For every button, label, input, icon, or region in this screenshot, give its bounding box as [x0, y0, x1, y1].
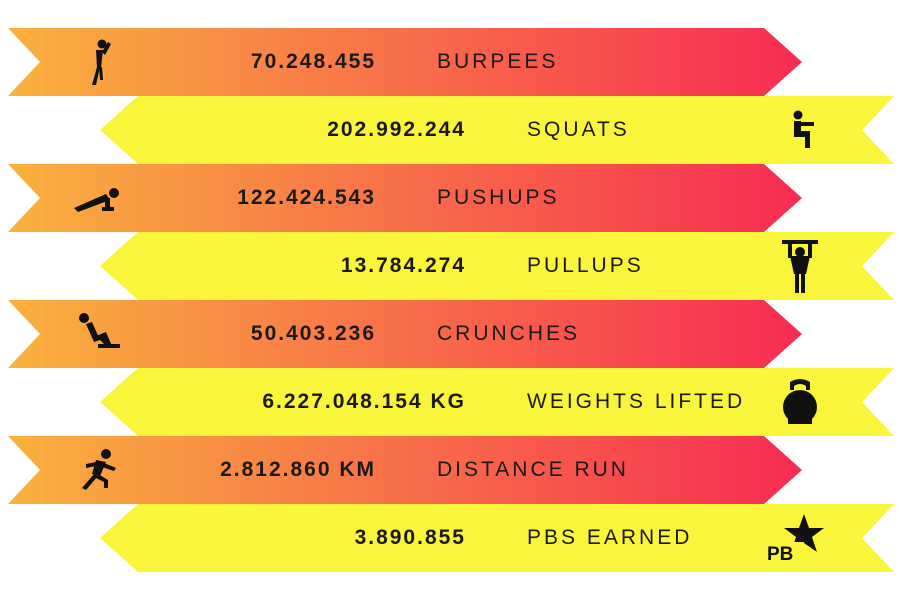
- banner-pbs-earned-shape: [100, 504, 894, 572]
- banner-squats-shape: [100, 96, 894, 164]
- banner-pullups-shape: [100, 232, 894, 300]
- squat-icon: [788, 110, 818, 155]
- runner-icon: [74, 448, 120, 497]
- pbs-earned-label: PBS EARNED: [527, 526, 693, 549]
- banner-pullups: 13.784.274 PULLUPS: [100, 232, 894, 300]
- distance-run-value: 2.812.860 KM: [220, 458, 376, 481]
- burpee-icon: [84, 38, 114, 93]
- crunches-value: 50.403.236: [250, 322, 376, 345]
- banner-burpees: 70.248.455 BURPEES: [8, 28, 802, 96]
- kettlebell-icon: [780, 378, 820, 431]
- banner-distance-run-shape: [8, 436, 802, 504]
- squats-label: SQUATS: [527, 118, 630, 141]
- pbs-earned-value: 3.890.855: [354, 526, 466, 549]
- banner-weights-lifted: 6.227.048.154 KG WEIGHTS LIFTED: [100, 368, 894, 436]
- pushups-value: 122.424.543: [237, 186, 376, 209]
- pb-star-icon: PB: [764, 512, 826, 569]
- banner-crunches: 50.403.236 CRUNCHES: [8, 300, 802, 368]
- pullup-icon: [782, 238, 818, 299]
- banner-weights-lifted-shape: [100, 368, 894, 436]
- banner-burpees-shape: [8, 28, 802, 96]
- crunches-label: CRUNCHES: [437, 322, 581, 345]
- banner-pushups: 122.424.543 PUSHUPS: [8, 164, 802, 232]
- pullups-label: PULLUPS: [527, 254, 644, 277]
- crunch-icon: [76, 312, 122, 357]
- pullups-value: 13.784.274: [340, 254, 466, 277]
- banner-crunches-shape: [8, 300, 802, 368]
- burpees-label: BURPEES: [437, 50, 559, 73]
- banner-pushups-shape: [8, 164, 802, 232]
- weights-lifted-label: WEIGHTS LIFTED: [527, 390, 746, 413]
- banner-distance-run: 2.812.860 KM DISTANCE RUN: [8, 436, 802, 504]
- weights-lifted-value: 6.227.048.154 KG: [262, 390, 466, 413]
- banner-pbs-earned: 3.890.855 PBS EARNED PB: [100, 504, 894, 572]
- squats-value: 202.992.244: [327, 118, 466, 141]
- distance-run-label: DISTANCE RUN: [437, 458, 629, 481]
- pushup-icon: [72, 186, 122, 217]
- pushups-label: PUSHUPS: [437, 186, 560, 209]
- pb-icon-text: PB: [767, 544, 793, 564]
- burpees-value: 70.248.455: [250, 50, 376, 73]
- banner-squats: 202.992.244 SQUATS: [100, 96, 894, 164]
